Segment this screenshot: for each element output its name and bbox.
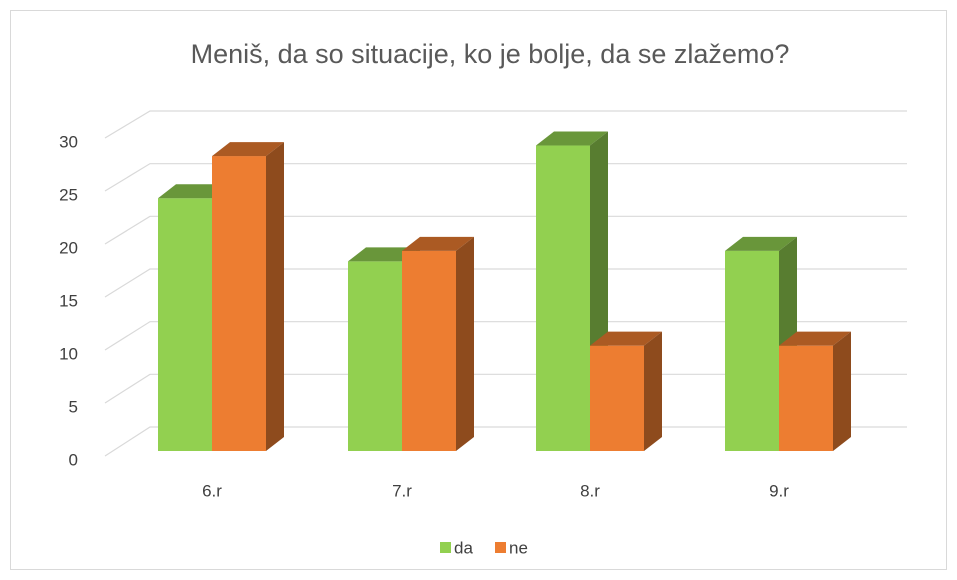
bar-front bbox=[536, 145, 590, 452]
y-tick-label: 20 bbox=[59, 238, 78, 257]
bar-top bbox=[212, 142, 284, 157]
chart-title: Meniš, da so situacije, ko je bolje, da … bbox=[191, 39, 790, 69]
y-tick-label: 25 bbox=[59, 185, 78, 204]
y-tick-label: 15 bbox=[59, 291, 78, 310]
chart-border bbox=[10, 10, 947, 570]
bar-front bbox=[725, 250, 779, 451]
bar-top bbox=[402, 236, 474, 251]
bar-side bbox=[456, 236, 474, 451]
x-tick-label: 8.r bbox=[580, 481, 600, 500]
x-tick-label: 9.r bbox=[769, 481, 789, 500]
bar-side bbox=[266, 142, 284, 452]
bar-top bbox=[536, 131, 608, 146]
grid-line bbox=[104, 215, 907, 245]
y-tick-label: 5 bbox=[69, 397, 78, 416]
x-tick-label: 7.r bbox=[392, 481, 412, 500]
bar-front bbox=[158, 198, 212, 451]
legend-label: ne bbox=[509, 538, 528, 557]
bar-side bbox=[833, 331, 851, 451]
bar-front bbox=[402, 250, 456, 451]
y-tick-label: 0 bbox=[69, 450, 78, 469]
bar-front bbox=[348, 261, 402, 451]
bar-top bbox=[779, 331, 851, 346]
legend-label: da bbox=[454, 538, 473, 557]
bar-front bbox=[590, 345, 644, 451]
grid-line bbox=[104, 110, 907, 139]
bar-top bbox=[725, 236, 797, 251]
grid-line bbox=[104, 268, 907, 298]
grid-line bbox=[104, 163, 907, 192]
grid-line bbox=[104, 321, 907, 351]
bar-side bbox=[644, 331, 662, 451]
y-tick-label: 10 bbox=[59, 344, 78, 363]
y-tick-label: 30 bbox=[59, 132, 78, 151]
x-tick-label: 6.r bbox=[202, 481, 222, 500]
bar-front bbox=[779, 345, 833, 451]
bar-top bbox=[590, 331, 662, 346]
bar-front bbox=[212, 156, 266, 452]
legend-swatch bbox=[495, 542, 506, 553]
legend-swatch bbox=[440, 542, 451, 553]
